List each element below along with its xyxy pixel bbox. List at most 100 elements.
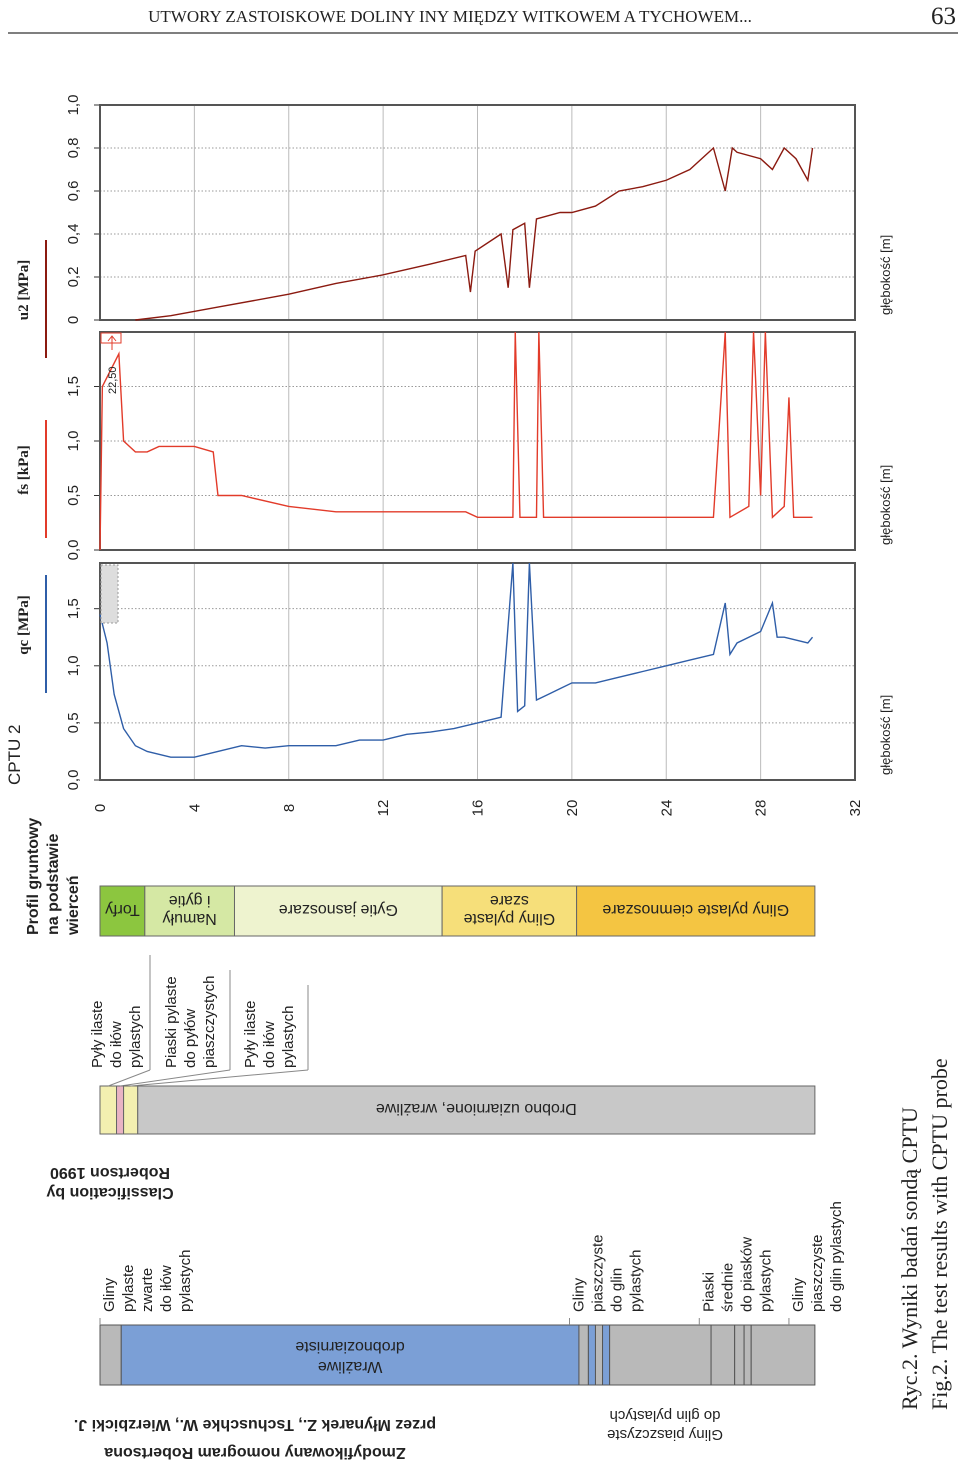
profile-layer	[576, 885, 816, 937]
nomogram-below: Gliny piaszczyste	[607, 1426, 723, 1443]
caption: Ryc.2. Wyniki badań sondą CPTU	[897, 1107, 922, 1410]
depth-tick-label: 8	[281, 804, 298, 812]
nomogram-segment	[734, 1324, 745, 1386]
x-axis-title: głębokość [m]	[878, 235, 893, 315]
profile-layer-label-group: Gliny pylaste ciemnoszare	[602, 901, 789, 918]
profile-layer	[233, 885, 443, 937]
y-axis-title: u2 [MPa]	[16, 260, 32, 320]
robertson-label: do iłów	[261, 1021, 278, 1068]
robertson-label: pylastych	[280, 1005, 297, 1068]
profile-layer-label-group: Gytie jasnoszare	[279, 901, 398, 918]
nomogram-segment	[99, 1324, 122, 1386]
nomogram-below: do glin pylastych	[610, 1407, 721, 1424]
robertson-title: Classification by	[46, 1184, 173, 1201]
profile-layer-label: Torfy	[105, 901, 140, 918]
depth-tick-label: 0	[92, 804, 109, 812]
y-tick-label: 1,0	[65, 95, 82, 116]
y-axis-title: qc [MPa]	[16, 595, 32, 655]
y-tick-label: 1,0	[65, 655, 82, 676]
robertson-title: Robertson 1990	[50, 1164, 170, 1181]
nomogram-label: do glin	[609, 1268, 626, 1312]
annotation-box	[100, 332, 122, 344]
robertson-segment	[116, 1085, 125, 1135]
robertson-label-group: Pyły ilaste do iłów pylastych	[89, 1000, 144, 1068]
robertson-label: do iłów	[108, 1021, 125, 1068]
data-line	[99, 331, 813, 551]
robertson-label: Drobno uziarnione, wrażliwe	[376, 1100, 577, 1117]
nomogram-label: do iłów	[158, 1265, 175, 1312]
caption: Fig.2. The test results with CPTU probe	[927, 1058, 952, 1410]
nomogram-label: zwarte	[139, 1268, 156, 1312]
profile-layer	[441, 885, 578, 937]
nomogram-label: Piaski	[700, 1272, 717, 1312]
depth-tick-label: 24	[658, 800, 675, 817]
nomogram-segment-label: drobnoziarniste	[295, 1338, 405, 1355]
nomogram-segment	[602, 1324, 611, 1386]
y-tick-label: 1,5	[65, 376, 82, 397]
panel-frame	[99, 331, 856, 551]
profile-layer	[144, 885, 235, 937]
robertson-label: piaszczystych	[201, 975, 218, 1068]
depth-tick-label: 4	[186, 804, 203, 812]
nomogram-label: piaszczyste	[590, 1234, 607, 1312]
depth-tick-label: 28	[753, 800, 770, 817]
profile-layer-label: Gytie jasnoszare	[279, 901, 398, 918]
caption-group: Ryc.2. Wyniki badań sondą CPTU Fig.2. The…	[897, 1058, 952, 1410]
nomogram-segment	[609, 1324, 712, 1386]
y-tick-label: 0,0	[65, 770, 82, 791]
figure-label: CPTU 2	[5, 725, 24, 785]
robertson-label-group: Piaski pylaste do pyłów piaszczystych	[163, 975, 218, 1068]
nomogram-label: pylastych	[757, 1249, 774, 1312]
y-tick-label: 0,0	[65, 540, 82, 561]
nomogram-segment	[578, 1324, 589, 1386]
running-title: UTWORY ZASTOISKOWE DOLINY INY MIĘDZY WIT…	[148, 7, 752, 26]
hatch	[100, 564, 119, 624]
robertson-label: Pyły ilaste	[89, 1000, 106, 1068]
nomogram-label: Gliny	[790, 1277, 807, 1312]
profile-layer-label: i gytie	[169, 892, 211, 909]
x-axis-title: głębokość [m]	[878, 465, 893, 545]
nomogram-title-group: Zmodyfikowany nomogram Robertsona przez M…	[74, 1416, 436, 1460]
robertson-segment	[123, 1085, 139, 1135]
data-line	[99, 562, 814, 758]
nomogram-label: piaszczyste	[809, 1234, 826, 1312]
nomogram-below-group: Gliny piaszczyste do glin pylastych	[607, 1407, 723, 1443]
nomogram-segment	[750, 1324, 816, 1386]
y-tick-label: 0	[65, 316, 82, 324]
y-tick-label: 1,5	[65, 598, 82, 619]
robertson-label: do pyłów	[182, 1009, 199, 1068]
robertson-label: pylastych	[127, 1005, 144, 1068]
panel-frame	[99, 104, 856, 321]
nomogram-segment	[587, 1324, 596, 1386]
nomogram-label: średnie	[719, 1263, 736, 1312]
robertson-label-group: Pyły ilaste do iłów pylastych	[242, 1000, 297, 1068]
depth-tick-label: 16	[470, 800, 487, 817]
y-tick-label: 1,0	[65, 431, 82, 452]
y-axis-title: fs [kPa]	[16, 445, 32, 495]
profile-layer-label: Gliny pylaste ciemnoszare	[602, 901, 789, 918]
nomogram-segment-label: Wrażliwe	[318, 1358, 383, 1375]
y-tick-label: 0,2	[65, 267, 82, 288]
depth-tick-label: 20	[564, 800, 581, 817]
y-tick-label: 0,5	[65, 485, 82, 506]
nomogram-title: przez Młynarek Z., Tschuschke W., Wierzb…	[74, 1416, 436, 1433]
profile-title: Profil gruntowy	[25, 818, 42, 935]
profile-layer-label: szare	[490, 892, 529, 909]
nomogram-label: do piasków	[738, 1237, 755, 1312]
robertson-segment	[137, 1085, 816, 1135]
nomogram-label: do glin pylastych	[828, 1201, 845, 1312]
nomogram-label-group: Gliny piaszczyste do glin pylastych	[790, 1201, 845, 1312]
profile-title: wierceń	[65, 875, 82, 936]
nomogram-label: Gliny	[571, 1277, 588, 1312]
page-number: 63	[931, 3, 956, 30]
depth-tick-label: 12	[375, 800, 392, 817]
nomogram-segment	[120, 1324, 580, 1386]
profile-title-group: Profil gruntowy na podstawie wierceń	[25, 818, 82, 936]
robertson-title-group: Classification by Robertson 1990	[46, 1164, 173, 1201]
nomogram-segment	[710, 1324, 736, 1386]
robertson-label-group: Drobno uziarnione, wrażliwe	[376, 1100, 577, 1117]
callout-box	[119, 970, 231, 1087]
callout-box	[130, 985, 309, 1087]
